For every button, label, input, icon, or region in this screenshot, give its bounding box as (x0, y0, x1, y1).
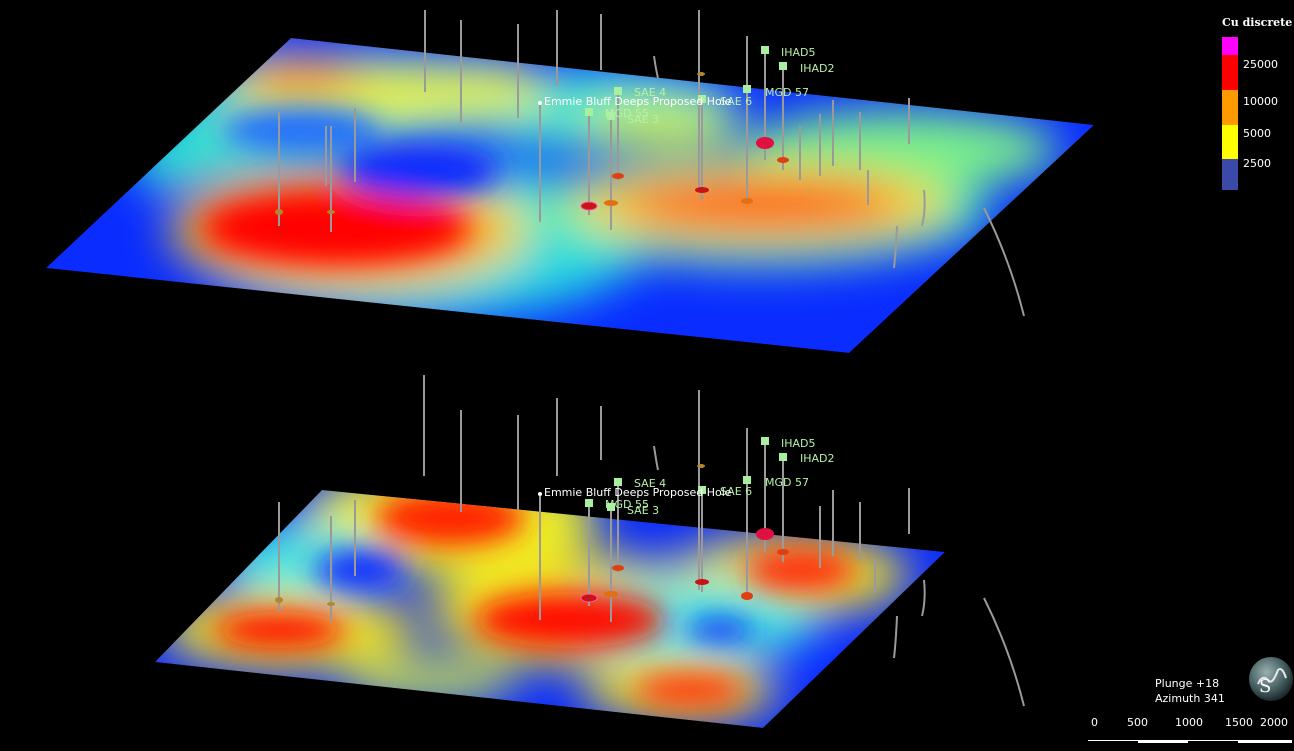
label-sae6-upper: SAE 6 (720, 95, 752, 108)
legend-label-10000: 10000 (1243, 95, 1278, 108)
legend-swatch-3 (1222, 125, 1238, 159)
legend-title: Cu discrete (1222, 16, 1293, 29)
legend-swatch-0 (1222, 37, 1238, 55)
label-mgd55-upper: MGD 55 (605, 107, 649, 120)
label-ihad5-upper: IHAD5 (781, 46, 816, 59)
label-mgd57-upper: MGD 57 (765, 86, 809, 99)
scale-label-1500: 1500 (1225, 716, 1253, 729)
scale-bar: 0 500 1000 1500 2000 (1088, 716, 1294, 744)
svg-text:S: S (1259, 676, 1271, 697)
legend-label-2500: 2500 (1243, 157, 1271, 170)
scale-segment-1 (1088, 740, 1138, 744)
label-proposed-upper: Emmie Bluff Deeps Proposed Hole (544, 95, 732, 108)
label-mgd55-lower: MGD 55 (605, 498, 649, 511)
scale-label-500: 500 (1127, 716, 1148, 729)
scale-label-0: 0 (1091, 716, 1098, 729)
legend-swatch-4 (1222, 159, 1238, 190)
legend-label-25000: 25000 (1243, 58, 1278, 71)
label-ihad2-lower: IHAD2 (800, 452, 835, 465)
label-sae4-lower: SAE 4 (634, 477, 666, 490)
label-sae3-upper: SAE 3 (627, 113, 659, 126)
label-sae3-lower: SAE 3 (627, 504, 659, 517)
drillhole-traces (278, 10, 1025, 707)
grade-surface-upper[interactable] (46, 38, 1094, 353)
plunge-readout: Plunge +18 (1155, 677, 1220, 690)
scale-label-1000: 1000 (1175, 716, 1203, 729)
view-orientation: Plunge +18 Azimuth 341 (1155, 676, 1225, 706)
label-proposed-lower: Emmie Bluff Deeps Proposed Hole (544, 486, 732, 499)
legend-swatch-1 (1222, 55, 1238, 90)
legend-swatch-2 (1222, 90, 1238, 125)
label-sae4-upper: SAE 4 (634, 86, 666, 99)
label-sae6-lower: SAE 6 (720, 485, 752, 498)
orientation-globe-icon[interactable]: S (1248, 656, 1294, 702)
scale-label-2000: 2000 (1260, 716, 1288, 729)
label-mgd57-lower: MGD 57 (765, 476, 809, 489)
label-ihad5-lower: IHAD5 (781, 437, 816, 450)
scale-segment-2 (1138, 740, 1188, 743)
label-ihad2-upper: IHAD2 (800, 62, 835, 75)
legend-label-5000: 5000 (1243, 127, 1271, 140)
color-legend: Cu discrete 25000 10000 5000 2500 (1218, 16, 1294, 196)
scale-segment-4 (1238, 740, 1292, 743)
grade-surface-lower[interactable] (155, 465, 945, 728)
collar-markers (538, 46, 787, 511)
azimuth-readout: Azimuth 341 (1155, 692, 1225, 705)
grade-markers (275, 72, 789, 606)
scale-segment-3 (1188, 740, 1238, 744)
